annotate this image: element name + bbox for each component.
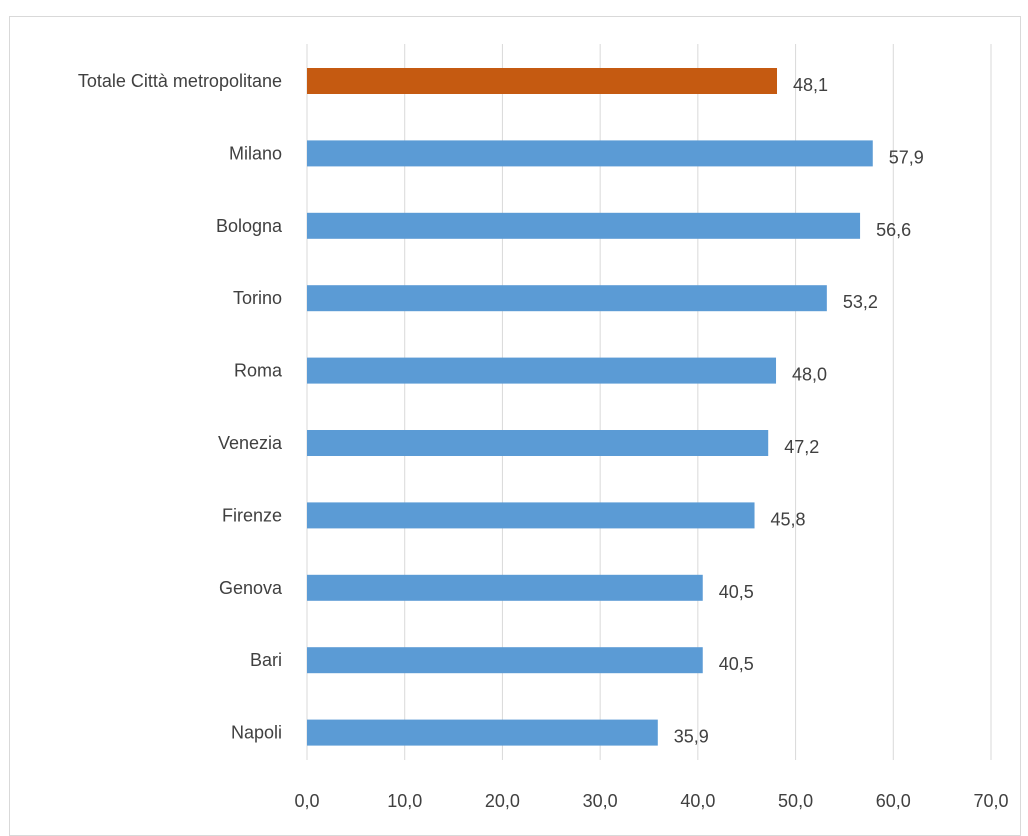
category-label: Genova bbox=[219, 578, 283, 598]
x-axis-tick-labels: 0,0 10,0 20,0 30,0 40,0 50,0 60,0 70,0 bbox=[294, 791, 1008, 811]
data-label: 48,0 bbox=[792, 365, 827, 385]
bar-9 bbox=[307, 719, 658, 746]
category-label: Napoli bbox=[231, 723, 282, 743]
data-label: 40,5 bbox=[719, 654, 754, 674]
x-tick-label: 50,0 bbox=[778, 791, 813, 811]
data-label: 56,6 bbox=[876, 220, 911, 240]
data-label: 40,5 bbox=[719, 582, 754, 602]
x-tick-label: 10,0 bbox=[387, 791, 422, 811]
data-labels: 48,1 57,9 56,6 53,2 48,0 47,2 45,8 40,5 40,5 35,9 bbox=[674, 75, 924, 747]
x-tick-label: 30,0 bbox=[583, 791, 618, 811]
category-label: Torino bbox=[233, 288, 282, 308]
bar-1 bbox=[307, 140, 873, 167]
data-label: 48,1 bbox=[793, 75, 828, 95]
data-label: 57,9 bbox=[889, 147, 924, 167]
bar-6 bbox=[307, 502, 755, 529]
bar-0 bbox=[307, 68, 778, 94]
category-label: Venezia bbox=[218, 433, 283, 453]
category-label: Totale Città metropolitane bbox=[78, 71, 282, 91]
bar-5 bbox=[307, 430, 769, 456]
category-labels: Totale Città metropolitane Milano Bologna T… bbox=[78, 71, 283, 743]
category-label: Bologna bbox=[216, 216, 283, 236]
x-tick-label: 60,0 bbox=[876, 791, 911, 811]
x-tick-label: 0,0 bbox=[294, 791, 319, 811]
data-label: 53,2 bbox=[843, 292, 878, 312]
x-tick-label: 20,0 bbox=[485, 791, 520, 811]
category-label: Milano bbox=[229, 143, 282, 163]
data-label: 47,2 bbox=[784, 437, 819, 457]
x-tick-label: 40,0 bbox=[680, 791, 715, 811]
category-label: Bari bbox=[250, 650, 282, 670]
data-label: 45,8 bbox=[771, 509, 806, 529]
bar-chart: Totale Città metropolitane Milano Bologna T… bbox=[78, 44, 1009, 811]
bar-8 bbox=[307, 647, 703, 674]
bar-7 bbox=[307, 574, 703, 601]
x-tick-label: 70,0 bbox=[973, 791, 1008, 811]
bar-4 bbox=[307, 357, 777, 384]
category-label: Firenze bbox=[222, 505, 282, 525]
bars bbox=[307, 68, 873, 746]
data-label: 35,9 bbox=[674, 727, 709, 747]
bar-3 bbox=[307, 285, 827, 312]
category-label: Roma bbox=[234, 361, 283, 381]
bar-2 bbox=[307, 212, 861, 239]
